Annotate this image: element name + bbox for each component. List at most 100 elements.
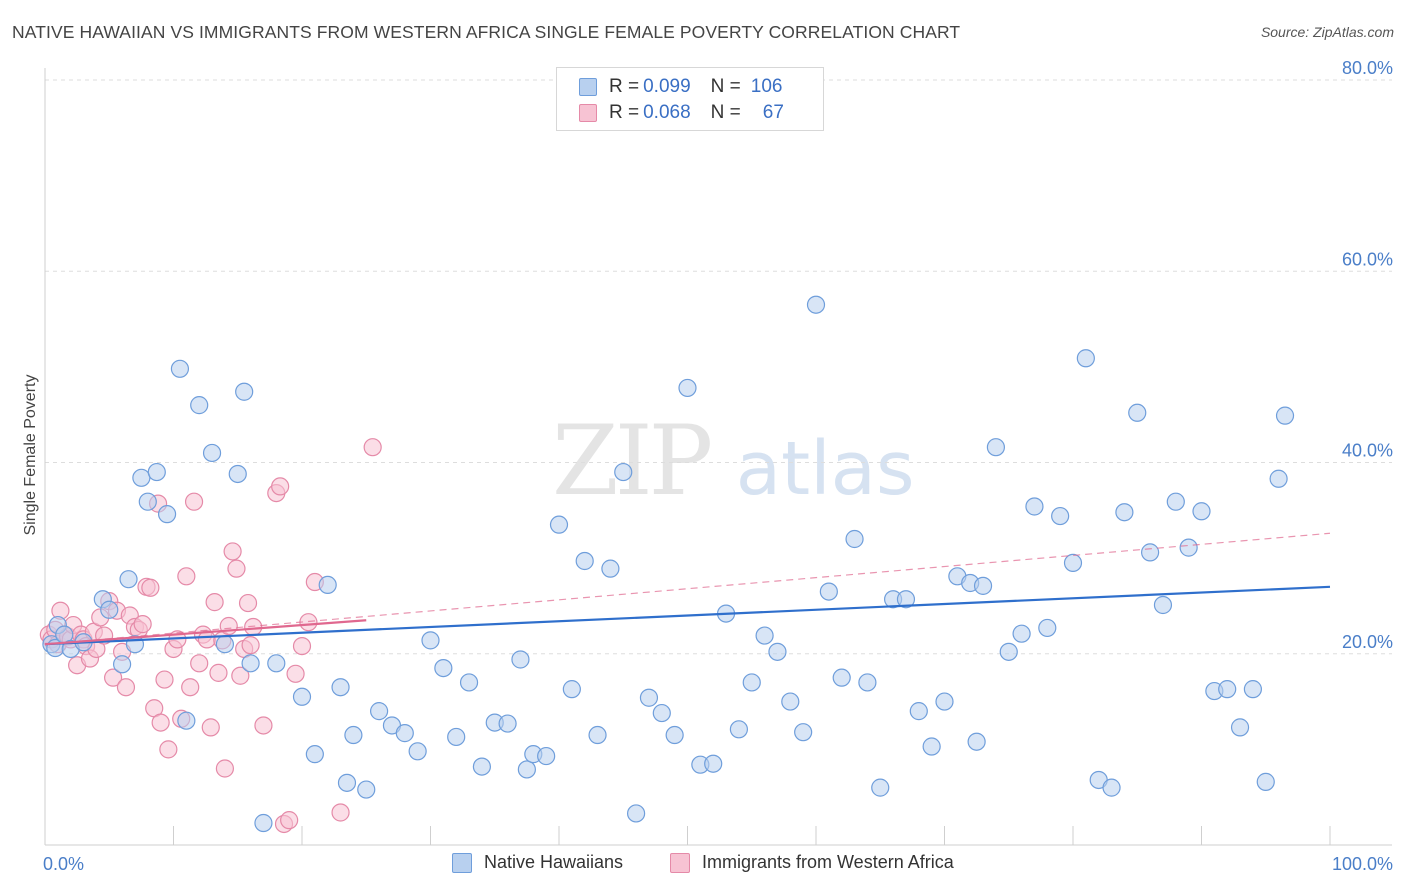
y-tick-label: 60.0% <box>1342 249 1393 269</box>
point-native-hawaiian <box>909 702 928 721</box>
n-label: N = <box>710 102 741 123</box>
stats-legend: R = 0.099 N = 106 R = 0.068 N = 67 <box>556 67 824 131</box>
point-native-hawaiian <box>871 778 890 797</box>
point-native-hawaiian <box>575 551 594 571</box>
point-immigrants-western-africa <box>205 593 224 612</box>
point-native-hawaiian <box>517 760 536 779</box>
point-native-hawaiian <box>190 396 209 415</box>
point-native-hawaiian <box>447 727 466 747</box>
point-native-hawaiian <box>1243 680 1263 699</box>
point-immigrants-western-africa <box>254 716 273 735</box>
point-native-hawaiian <box>601 559 620 578</box>
n-value: 67 <box>762 102 784 123</box>
point-native-hawaiian <box>639 688 659 707</box>
trend-line-immigrants-solid <box>44 619 367 646</box>
legend-item-immigrants-western-africa[interactable]: Immigrants from Western Africa <box>670 852 954 873</box>
point-native-hawaiian <box>935 692 954 711</box>
point-immigrants-western-africa <box>363 438 382 457</box>
point-immigrants-western-africa <box>241 636 260 655</box>
point-native-hawaiian <box>1025 497 1044 516</box>
legend-item-native-hawaiians[interactable]: Native Hawaiians <box>452 852 623 873</box>
r-value: 0.099 <box>643 76 691 97</box>
point-native-hawaiian <box>1115 503 1134 522</box>
r-value: 0.068 <box>643 102 691 123</box>
point-native-hawaiian <box>794 723 813 742</box>
point-native-hawaiian <box>781 692 800 711</box>
trend-line-native-hawaiians <box>44 585 1331 646</box>
point-native-hawaiian <box>235 382 254 401</box>
x-tick-labels: 0.0% 100.0% <box>43 854 1393 874</box>
point-immigrants-western-africa <box>331 803 350 822</box>
point-native-hawaiian <box>858 673 877 692</box>
legend-swatch-pink <box>670 852 690 873</box>
point-native-hawaiian <box>1256 772 1275 791</box>
point-native-hawaiian <box>999 642 1018 661</box>
point-native-hawaiian <box>614 462 633 482</box>
point-native-hawaiian <box>806 295 826 314</box>
point-native-hawaiian <box>292 687 312 706</box>
point-native-hawaiian <box>254 813 273 833</box>
point-immigrants-western-africa <box>223 542 242 561</box>
grid-lines <box>45 79 1392 655</box>
point-immigrants-western-africa <box>177 567 196 586</box>
source-credit: Source: ZipAtlas.com <box>1260 24 1394 40</box>
point-immigrants-western-africa <box>181 678 200 697</box>
point-native-hawaiian <box>819 582 838 601</box>
y-tick-label: 40.0% <box>1342 441 1393 461</box>
point-native-hawaiian <box>832 668 851 687</box>
point-immigrants-western-africa <box>280 811 299 830</box>
point-native-hawaiian <box>967 732 986 751</box>
point-native-hawaiian <box>498 714 517 733</box>
point-native-hawaiian <box>119 570 138 589</box>
watermark: ZIP atlas <box>552 405 915 517</box>
point-immigrants-western-africa <box>215 759 234 778</box>
point-native-hawaiian <box>421 631 440 650</box>
point-immigrants-western-africa <box>271 477 290 496</box>
point-immigrants-western-africa <box>151 713 170 732</box>
watermark-zip: ZIP <box>552 405 713 517</box>
legend-label: Native Hawaiians <box>484 852 624 872</box>
stats-row-native-hawaiians: R = 0.099 N = 106 <box>579 75 782 99</box>
point-native-hawaiian <box>922 737 941 756</box>
point-immigrants-western-africa <box>286 664 305 683</box>
point-native-hawaiian <box>626 804 646 823</box>
point-native-hawaiian <box>704 754 723 773</box>
point-native-hawaiian <box>344 725 363 745</box>
point-native-hawaiian <box>318 575 337 595</box>
x-tick-label: 100.0% <box>1332 854 1393 874</box>
point-native-hawaiian <box>1051 506 1070 526</box>
point-native-hawaiian <box>1102 778 1121 797</box>
point-native-hawaiian <box>973 576 993 595</box>
point-native-hawaiian <box>472 757 491 776</box>
point-native-hawaiian <box>511 650 530 669</box>
legend-swatch-blue <box>452 852 472 873</box>
point-native-hawaiian <box>408 742 427 761</box>
point-immigrants-western-africa <box>155 670 174 689</box>
y-axis-label: Single Female Poverty <box>22 375 39 536</box>
stats-row-immigrants-western-africa: R = 0.068 N = 67 <box>579 101 784 125</box>
r-label: R = <box>609 102 640 123</box>
point-native-hawaiian <box>395 724 414 743</box>
point-immigrants-western-africa <box>292 636 312 656</box>
point-native-hawaiian <box>370 702 389 721</box>
point-native-hawaiian <box>1275 406 1295 425</box>
point-native-hawaiian <box>337 773 357 792</box>
r-label: R = <box>609 76 640 97</box>
point-native-hawaiian <box>170 359 190 378</box>
point-native-hawaiian <box>986 438 1006 457</box>
point-immigrants-western-africa <box>209 663 228 682</box>
point-native-hawaiian <box>845 529 864 549</box>
legend-swatch-pink <box>579 104 597 122</box>
point-native-hawaiian <box>1166 492 1185 511</box>
point-native-hawaiian <box>1230 718 1250 737</box>
point-immigrants-western-africa <box>104 668 123 687</box>
point-native-hawaiian <box>100 600 119 619</box>
point-native-hawaiian <box>241 654 260 673</box>
point-native-hawaiian <box>459 673 479 692</box>
point-native-hawaiian <box>896 590 916 609</box>
point-immigrants-western-africa <box>116 678 136 697</box>
point-native-hawaiian <box>1128 403 1147 422</box>
y-tick-label: 20.0% <box>1342 632 1393 652</box>
n-value: 106 <box>750 76 783 97</box>
